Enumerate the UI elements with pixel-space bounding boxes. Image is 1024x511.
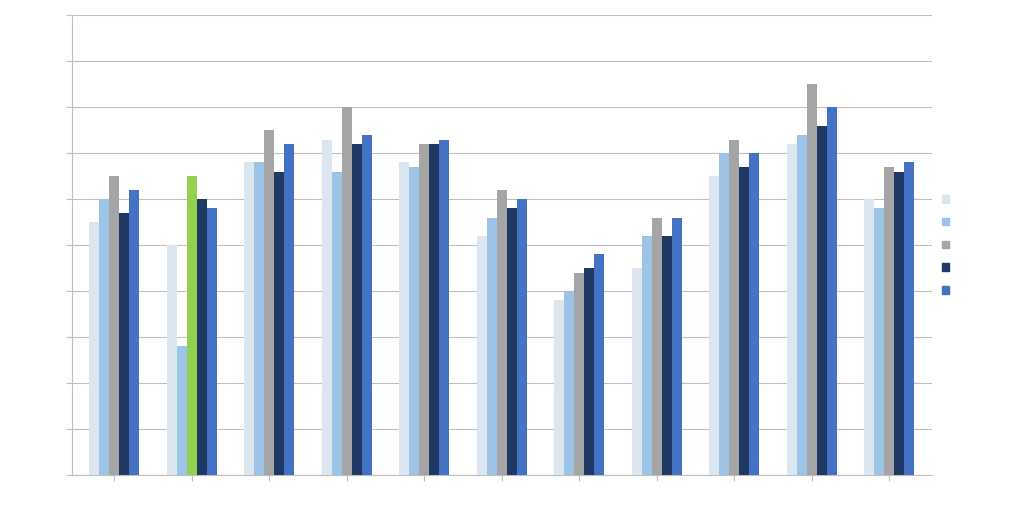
Bar bbox=[120, 213, 129, 475]
Bar bbox=[186, 176, 197, 475]
Bar bbox=[507, 208, 517, 475]
Bar bbox=[352, 144, 361, 475]
Bar bbox=[410, 167, 419, 475]
Bar bbox=[197, 199, 207, 475]
Bar bbox=[729, 140, 739, 475]
Bar bbox=[110, 176, 120, 475]
Bar bbox=[786, 144, 797, 475]
Bar bbox=[429, 144, 439, 475]
Bar bbox=[894, 172, 904, 475]
Bar bbox=[904, 162, 914, 475]
Bar bbox=[322, 140, 332, 475]
Bar bbox=[739, 167, 750, 475]
Bar bbox=[585, 268, 594, 475]
Bar bbox=[517, 199, 527, 475]
Bar bbox=[750, 153, 760, 475]
Bar bbox=[574, 273, 585, 475]
Bar bbox=[167, 245, 177, 475]
Bar bbox=[864, 199, 874, 475]
Bar bbox=[99, 199, 110, 475]
Bar bbox=[719, 153, 729, 475]
Bar bbox=[662, 236, 672, 475]
Bar bbox=[177, 346, 186, 475]
Legend:  ,  ,  ,  ,  : , , , , bbox=[942, 195, 954, 296]
Bar bbox=[332, 172, 342, 475]
Bar bbox=[274, 172, 285, 475]
Bar bbox=[264, 130, 274, 475]
Bar bbox=[439, 140, 450, 475]
Bar bbox=[476, 236, 486, 475]
Bar bbox=[254, 162, 264, 475]
Bar bbox=[651, 218, 662, 475]
Bar bbox=[564, 291, 574, 475]
Bar bbox=[361, 135, 372, 475]
Bar bbox=[874, 208, 884, 475]
Bar bbox=[594, 254, 604, 475]
Bar bbox=[642, 236, 651, 475]
Bar bbox=[207, 208, 217, 475]
Bar bbox=[419, 144, 429, 475]
Bar bbox=[797, 135, 807, 475]
Bar bbox=[826, 107, 837, 475]
Bar bbox=[497, 190, 507, 475]
Bar bbox=[486, 218, 497, 475]
Bar bbox=[342, 107, 352, 475]
Bar bbox=[709, 176, 719, 475]
Bar bbox=[817, 126, 826, 475]
Bar bbox=[129, 190, 139, 475]
Bar bbox=[672, 218, 682, 475]
Bar bbox=[884, 167, 894, 475]
Bar bbox=[244, 162, 254, 475]
Bar bbox=[285, 144, 295, 475]
Bar bbox=[632, 268, 642, 475]
Bar bbox=[554, 300, 564, 475]
Bar bbox=[807, 84, 817, 475]
Bar bbox=[399, 162, 410, 475]
Bar bbox=[89, 222, 99, 475]
